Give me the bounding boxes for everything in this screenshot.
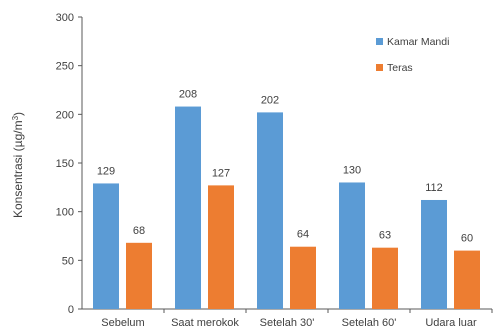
x-tick-label: Setelah 60' — [342, 317, 397, 329]
bar-teras — [454, 250, 480, 309]
data-label: 60 — [461, 233, 473, 245]
y-tick-label: 300 — [56, 12, 74, 24]
y-axis-label-main: Konsentrasi (µg/m — [11, 120, 25, 218]
data-label: 208 — [179, 89, 197, 101]
bar-kamar-mandi — [93, 183, 119, 309]
x-tick-label: Setelah 30' — [260, 317, 315, 329]
legend: Kamar Mandi Teras — [376, 36, 449, 74]
data-label: 129 — [97, 165, 115, 177]
x-tick-label: Sebelum — [101, 317, 144, 329]
data-label: 64 — [297, 229, 309, 241]
y-tick-label: 100 — [56, 207, 74, 219]
y-axis-label: Konsentrasi (µg/m3) — [11, 112, 25, 218]
data-label: 63 — [379, 230, 391, 242]
legend-swatch — [376, 38, 383, 45]
bars: 129 68 208 127 202 64 130 63 112 60 — [93, 89, 480, 310]
bar-teras — [372, 247, 398, 309]
axes: 0 50 100 150 200 250 300 Sebelum Saat merokok Set… — [56, 12, 493, 329]
y-tick-label: 200 — [56, 109, 74, 121]
y-axis-label-superscript: 3 — [11, 115, 20, 120]
y-tick-label: 50 — [62, 255, 74, 267]
x-tick-label: Udara luar — [425, 317, 477, 329]
x-tick-label: Saat merokok — [171, 317, 239, 329]
y-axis-label-tail: ) — [11, 112, 25, 116]
data-label: 130 — [343, 164, 361, 176]
bar-kamar-mandi — [175, 106, 201, 310]
y-tick-label: 0 — [68, 304, 74, 316]
data-label: 68 — [133, 225, 145, 237]
bar-teras — [126, 242, 152, 309]
legend-swatch — [376, 64, 383, 71]
bar-kamar-mandi — [339, 182, 365, 309]
y-tick-label: 250 — [56, 61, 74, 73]
data-label: 112 — [425, 182, 443, 194]
y-tick-label: 150 — [56, 158, 74, 170]
legend-label: Teras — [387, 62, 413, 74]
data-label: 127 — [212, 167, 230, 179]
bar-teras — [290, 246, 316, 309]
y-axis-label-group: Konsentrasi (µg/m3) — [11, 112, 25, 218]
legend-label: Kamar Mandi — [387, 36, 449, 48]
bar-teras — [208, 185, 234, 309]
bar-kamar-mandi — [421, 199, 447, 309]
data-label: 202 — [261, 94, 279, 106]
bar-kamar-mandi — [257, 112, 283, 310]
